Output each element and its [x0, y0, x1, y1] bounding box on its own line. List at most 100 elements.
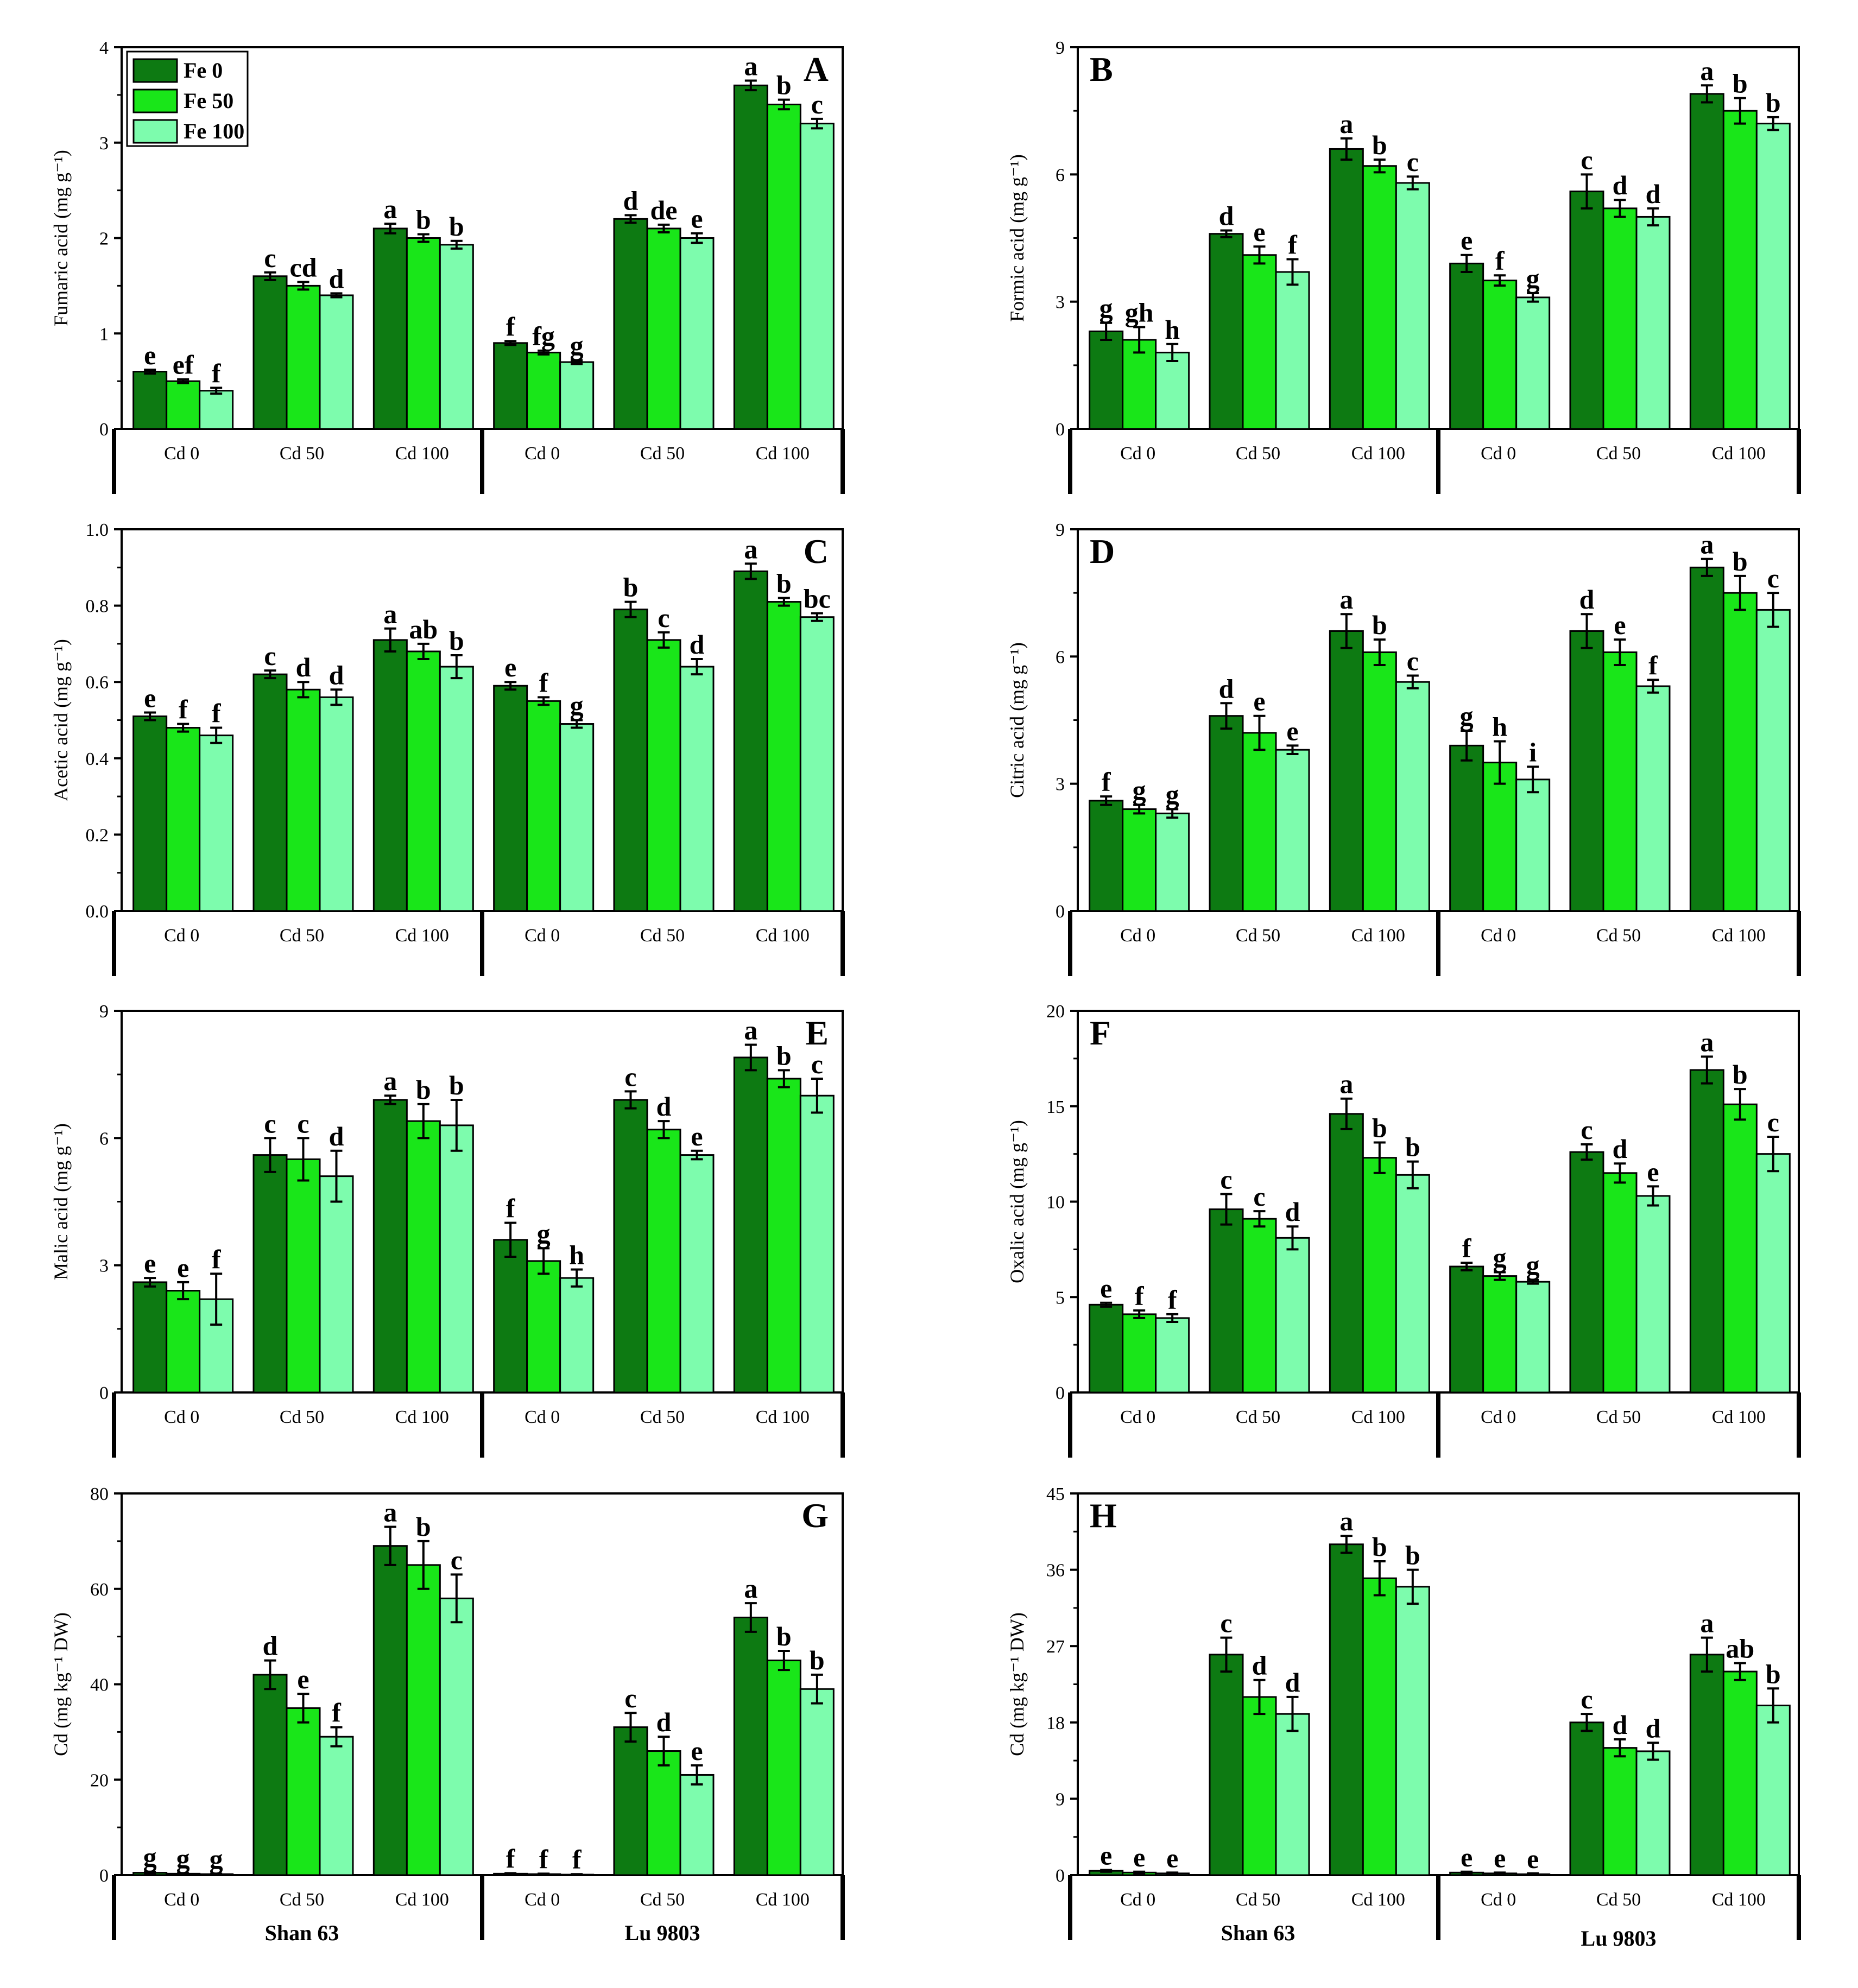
- significance-letter: b: [1372, 1113, 1387, 1143]
- bar-fe50: [1362, 651, 1397, 912]
- bar-fe100: [1395, 1174, 1430, 1394]
- bar-fe50: [1122, 808, 1157, 912]
- category-label: Cd 100: [756, 444, 810, 464]
- significance-letter: h: [1165, 314, 1180, 345]
- significance-letter: g: [570, 691, 584, 721]
- significance-letter: e: [1100, 1840, 1112, 1871]
- category-label: Cd 50: [280, 1407, 324, 1427]
- bar-fe50: [1362, 165, 1397, 430]
- significance-letter: e: [1527, 1844, 1539, 1874]
- bar-fe50: [1722, 110, 1758, 430]
- category-label: Cd 100: [756, 1407, 810, 1427]
- bar-fe50: [1242, 732, 1277, 912]
- y-tick-label: 9: [1056, 38, 1065, 58]
- significance-letter: ab: [409, 614, 438, 644]
- bar-fe50: [406, 1564, 441, 1876]
- bar-fe50: [646, 639, 681, 912]
- significance-letter: g: [1099, 293, 1113, 324]
- category-label: Cd 50: [1596, 444, 1641, 464]
- significance-letter: d: [1219, 200, 1234, 231]
- significance-letter: d: [1252, 1650, 1267, 1681]
- bar-fe0: [1569, 630, 1604, 912]
- bar-fe0: [493, 1239, 528, 1394]
- bar-fe50: [1362, 1157, 1397, 1394]
- significance-letter: a: [1700, 55, 1714, 86]
- significance-letter: c: [1407, 147, 1419, 177]
- bar-fe0: [1209, 715, 1244, 912]
- significance-letter: c: [264, 243, 276, 273]
- significance-letter: c: [264, 641, 276, 671]
- significance-letter: b: [776, 1621, 792, 1651]
- significance-letter: a: [383, 1066, 397, 1096]
- bar-fe100: [199, 735, 234, 912]
- category-label: Cd 0: [1120, 926, 1155, 946]
- legend-swatch: [132, 88, 178, 113]
- bar-fe100: [319, 1736, 354, 1876]
- significance-letter: b: [1733, 1059, 1748, 1090]
- y-tick-label: 0.0: [86, 902, 109, 922]
- legend-label: Fe 100: [184, 119, 244, 143]
- panel-d: 0 3 6 9 Citric acid (mg g⁻¹) f d a g d a g e b h e b g e c i…: [1006, 520, 1801, 976]
- bar-fe0: [493, 685, 528, 912]
- significance-letter: c: [1220, 1164, 1232, 1194]
- category-label: Cd 50: [640, 926, 685, 946]
- bar-fe50: [1602, 1172, 1638, 1394]
- significance-letter: d: [656, 1091, 672, 1122]
- panel-letter: C: [804, 532, 829, 571]
- bar-fe0: [252, 673, 288, 912]
- significance-letter: e: [1100, 1273, 1112, 1303]
- significance-letter: d: [656, 1707, 672, 1737]
- bar-fe100: [1395, 182, 1430, 430]
- cultivar-label: Lu 9803: [1581, 1926, 1657, 1951]
- significance-letter: a: [383, 599, 397, 629]
- panel-letter: D: [1090, 532, 1115, 571]
- category-label: Cd 0: [164, 1890, 199, 1910]
- significance-letter: f: [1135, 1281, 1145, 1311]
- significance-letter: g: [1460, 701, 1474, 731]
- significance-letter: d: [1219, 673, 1234, 704]
- bar-fe0: [733, 1056, 768, 1394]
- bar-fe100: [679, 1774, 715, 1876]
- significance-letter: b: [1372, 130, 1387, 160]
- bar-fe0: [252, 1154, 288, 1394]
- category-label: Cd 100: [395, 926, 449, 946]
- bar-fe100: [799, 1094, 835, 1394]
- bar-fe100: [799, 123, 835, 430]
- y-tick-label: 20: [1046, 1002, 1065, 1022]
- y-tick-label: 0: [1056, 1383, 1065, 1403]
- y-tick-label: 3: [1056, 293, 1065, 313]
- category-label: Cd 100: [756, 926, 810, 946]
- y-axis-label: Acetic acid (mg g⁻¹): [50, 639, 72, 801]
- bar-fe50: [766, 103, 801, 430]
- panel-h: 0 9 18 27 36 45 Cd (mg kg⁻¹ DW) e c a e c a e d b e d ab e d…: [1006, 1484, 1801, 1951]
- bar-fe50: [406, 650, 441, 912]
- panel-letter: B: [1090, 50, 1113, 88]
- significance-letter: fg: [532, 321, 555, 351]
- significance-letter: c: [1581, 144, 1592, 175]
- category-label: Cd 100: [1712, 926, 1766, 946]
- bar-fe0: [1569, 1721, 1604, 1876]
- y-tick-label: 36: [1046, 1561, 1065, 1581]
- significance-letter: f: [1102, 767, 1111, 797]
- bar-fe50: [646, 227, 681, 430]
- y-tick-label: 1: [99, 324, 109, 344]
- bar-fe0: [1329, 1543, 1364, 1876]
- bar-fe100: [1755, 1153, 1791, 1394]
- significance-letter: b: [1733, 68, 1748, 99]
- significance-letter: d: [1579, 584, 1595, 615]
- bar-fe100: [439, 244, 474, 430]
- y-tick-label: 9: [1056, 1789, 1065, 1809]
- bar-fe0: [1689, 566, 1724, 912]
- bar-fe0: [613, 1726, 648, 1876]
- significance-letter: c: [1253, 1181, 1265, 1212]
- significance-letter: f: [179, 694, 188, 725]
- significance-letter: d: [1613, 1710, 1628, 1740]
- y-tick-label: 0: [99, 1866, 109, 1886]
- y-tick-label: 3: [99, 134, 109, 154]
- significance-letter: a: [744, 1573, 757, 1604]
- significance-letter: d: [1646, 179, 1661, 209]
- significance-letter: b: [810, 1645, 825, 1675]
- y-tick-label: 10: [1046, 1193, 1065, 1213]
